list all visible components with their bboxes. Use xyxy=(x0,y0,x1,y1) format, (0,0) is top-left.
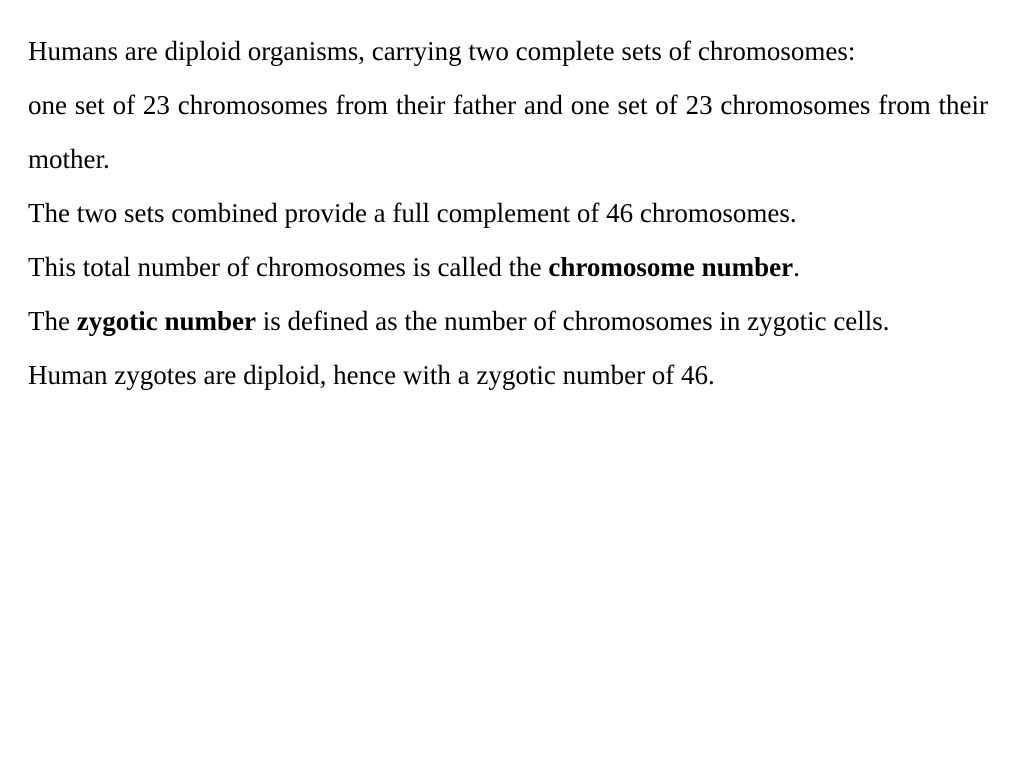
paragraph-2-text: one set of 23 chromosomes from their fat… xyxy=(28,90,988,174)
paragraph-5-text-a: The xyxy=(28,306,77,336)
paragraph-3: The two sets combined provide a full com… xyxy=(28,186,988,240)
paragraph-6-text: Human zygotes are diploid, hence with a … xyxy=(28,360,715,390)
paragraph-4: This total number of chromosomes is call… xyxy=(28,240,988,294)
paragraph-6: Human zygotes are diploid, hence with a … xyxy=(28,348,988,402)
paragraph-4-text-c: . xyxy=(793,252,800,282)
paragraph-4-text-a: This total number of chromosomes is call… xyxy=(28,252,548,282)
term-zygotic-number: zygotic number xyxy=(77,306,256,336)
paragraph-5: The zygotic number is defined as the num… xyxy=(28,294,988,348)
paragraph-5-text-c: is defined as the number of chromosomes … xyxy=(256,306,890,336)
term-chromosome-number: chromosome number xyxy=(548,252,793,282)
document-page: Humans are diploid organisms, carrying t… xyxy=(0,0,1024,768)
paragraph-3-text: The two sets combined provide a full com… xyxy=(28,198,797,228)
paragraph-1: Humans are diploid organisms, carrying t… xyxy=(28,24,988,78)
paragraph-1-text: Humans are diploid organisms, carrying t… xyxy=(28,36,855,66)
paragraph-2: one set of 23 chromosomes from their fat… xyxy=(28,78,988,186)
